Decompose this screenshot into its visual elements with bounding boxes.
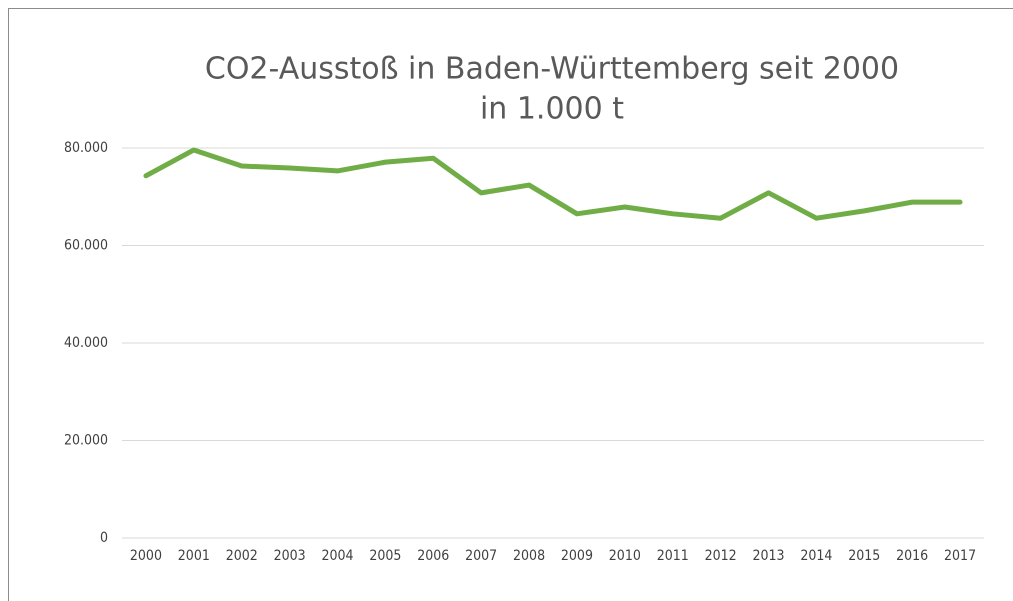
data-line xyxy=(143,147,963,221)
x-tick-label: 2009 xyxy=(561,548,593,564)
chart-border xyxy=(8,8,1013,601)
x-tick-label: 2016 xyxy=(896,548,928,564)
chart-subtitle: in 1.000 t xyxy=(480,92,624,127)
x-tick-label: 2015 xyxy=(848,548,880,564)
y-tick-label: 20.000 xyxy=(64,433,108,449)
y-tick-label: 40.000 xyxy=(64,335,108,351)
x-tick-label: 2011 xyxy=(657,548,689,564)
x-tick-label: 2017 xyxy=(944,548,976,564)
y-tick-label: 80.000 xyxy=(64,140,108,156)
y-tick-label: 60.000 xyxy=(64,238,108,254)
x-tick-label: 2006 xyxy=(417,548,449,564)
x-tick-label: 2004 xyxy=(321,548,353,564)
x-tick-label: 2002 xyxy=(226,548,258,564)
x-tick-label: 2010 xyxy=(609,548,641,564)
x-tick-label: 2007 xyxy=(465,548,497,564)
x-tick-label: 2013 xyxy=(752,548,784,564)
y-tick-label: 0 xyxy=(100,530,108,546)
x-tick-label: 2008 xyxy=(513,548,545,564)
chart-title: CO2-Ausstoß in Baden-Württemberg seit 20… xyxy=(205,52,899,87)
x-tick-label: 2014 xyxy=(800,548,832,564)
x-tick-label: 2005 xyxy=(369,548,401,564)
x-tick-label: 2003 xyxy=(274,548,306,564)
x-tick-label: 2012 xyxy=(705,548,737,564)
x-tick-label: 2001 xyxy=(178,548,210,564)
x-tick-label: 2000 xyxy=(130,548,162,564)
